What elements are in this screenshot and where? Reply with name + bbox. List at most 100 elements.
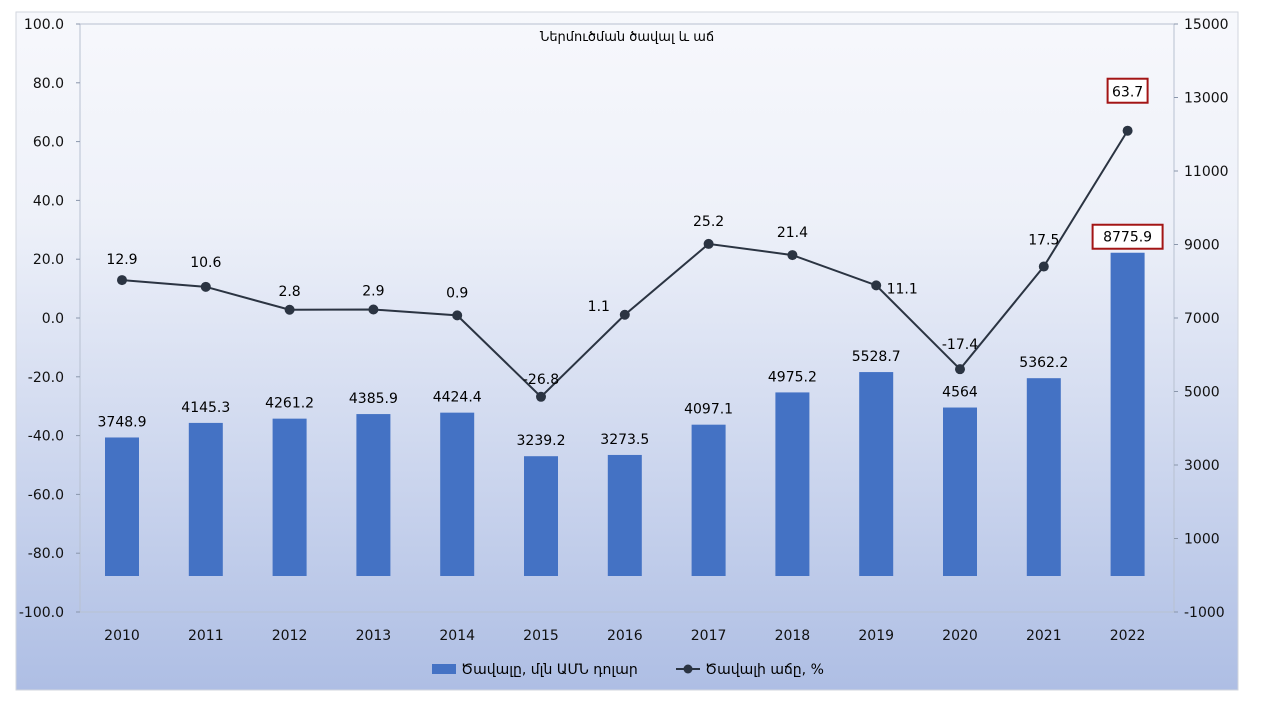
line-point [871,280,882,291]
bar-series [105,252,1145,577]
x-tick-label: 2018 [775,628,811,644]
x-tick-label: 2021 [1026,628,1062,644]
bar [272,418,307,576]
line-value-label: 12.9 [106,252,137,268]
bar [943,407,977,576]
x-tick-label: 2019 [858,628,894,644]
line-point [1038,261,1049,272]
bar [524,456,558,576]
left-tick-label: -20.0 [28,370,64,386]
legend-bar-swatch [432,664,456,674]
bar-value-label: 3748.9 [98,414,147,430]
line-value-label: 2.9 [362,283,384,299]
line-value-label: -17.4 [942,337,978,353]
left-y-axis: 100.0 80.0 60.0 40.0 20.0 0.0 -20.0 -40.0 -60.0 -… [19,17,80,621]
x-tick-label: 2020 [942,628,978,644]
x-tick-label: 2011 [188,628,224,644]
bar-value-label: 4424.4 [433,390,482,406]
right-tick-label: 13000 [1184,91,1229,107]
line-point [703,238,714,249]
x-tick-label: 2010 [104,628,140,644]
bar [1026,378,1061,576]
line-value-label: 0.9 [446,285,468,301]
bar-value-label: 5528.7 [852,349,901,365]
line-point [787,250,798,261]
bar [775,392,810,576]
bar-value-label: 4145.3 [181,400,230,416]
x-tick-label: 2013 [356,628,392,644]
line-point [955,364,965,375]
line-point [452,310,463,321]
bar [188,422,223,576]
left-tick-label: -80.0 [28,546,64,562]
line-point [368,304,379,315]
x-tick-label: 2017 [691,628,727,644]
line-value-label: 2.8 [278,284,300,300]
line-value-label: 17.5 [1028,233,1059,249]
x-tick-label: 2015 [523,628,559,644]
left-tick-label: 0.0 [42,311,64,327]
bar-value-label: 4261.2 [265,396,314,412]
bar-value-label: 5362.2 [1019,355,1068,371]
bar [691,424,726,576]
line-value-label: 11.1 [887,281,918,297]
left-tick-label: -100.0 [19,605,64,621]
legend-bar-label: Ծավալը, մլն ԱՄՆ դոլար [461,662,638,678]
right-tick-label: -1000 [1184,605,1225,621]
bar-value-label: 4975.2 [768,369,817,385]
line-value-label: 10.6 [190,255,221,271]
highlight-box [1091,223,1164,250]
bar [859,372,894,576]
left-tick-label: 80.0 [33,76,64,92]
line-value-label: 1.1 [588,299,610,315]
x-tick-label: 2022 [1110,628,1146,644]
line-value-label: 21.4 [777,225,808,241]
x-tick-label: 2014 [439,628,475,644]
right-tick-label: 11000 [1184,164,1229,180]
bar [356,414,391,576]
chart-title: Ներմուծման ծավալ և աճ [540,30,714,45]
bar [440,412,475,576]
right-tick-label: 3000 [1184,458,1220,474]
bar-value-label: 8775.9 [1103,230,1152,246]
legend-line-label: Ծավալի աճը, % [705,662,824,678]
x-axis: 2010 2011 2012 2013 2014 2015 2016 2017 2018 2019… [104,628,1145,644]
right-tick-label: 15000 [1184,17,1229,33]
chart-area-background [15,11,1239,691]
left-tick-label: -60.0 [28,487,64,503]
line-value-label: -26.8 [523,372,559,388]
left-tick-label: 100.0 [24,17,64,33]
line-value-label: 25.2 [693,214,724,230]
bar-value-label: 4097.1 [684,402,733,418]
highlight-box [1106,77,1149,104]
line-point [536,391,546,402]
left-tick-label: 60.0 [33,135,64,151]
data-labels: 3748.9 4145.3 4261.2 4385.9 4424.4 3239.2 3273… [98,77,1164,449]
left-tick-label: -40.0 [28,429,64,445]
x-tick-label: 2016 [607,628,643,644]
left-tick-label: 40.0 [33,193,64,209]
left-tick-label: 20.0 [33,252,64,268]
right-tick-label: 7000 [1184,311,1220,327]
right-tick-label: 5000 [1184,385,1220,401]
right-y-axis: 15000 13000 11000 9000 7000 5000 3000 1000 -1000 [1174,17,1229,621]
right-tick-label: 1000 [1184,532,1220,548]
bar-value-label: 4385.9 [349,391,398,407]
legend: Ծավալը, մլն ԱՄՆ դոլար Ծավալի աճը, % [432,662,824,678]
bar-value-label: 3273.5 [600,432,649,448]
line-point [619,309,630,320]
x-tick-label: 2012 [272,628,308,644]
bar [105,437,139,576]
line-point [200,281,211,292]
bar [1110,252,1145,577]
line-point [284,304,295,315]
right-tick-label: 9000 [1184,238,1220,254]
line-point [1122,125,1133,136]
bar-value-label: 3239.2 [517,433,566,449]
bar [607,454,642,576]
bar-value-label: 4564 [942,385,978,401]
line-value-label: 63.7 [1112,85,1143,101]
line-series [117,125,1133,402]
line-point [117,275,127,286]
